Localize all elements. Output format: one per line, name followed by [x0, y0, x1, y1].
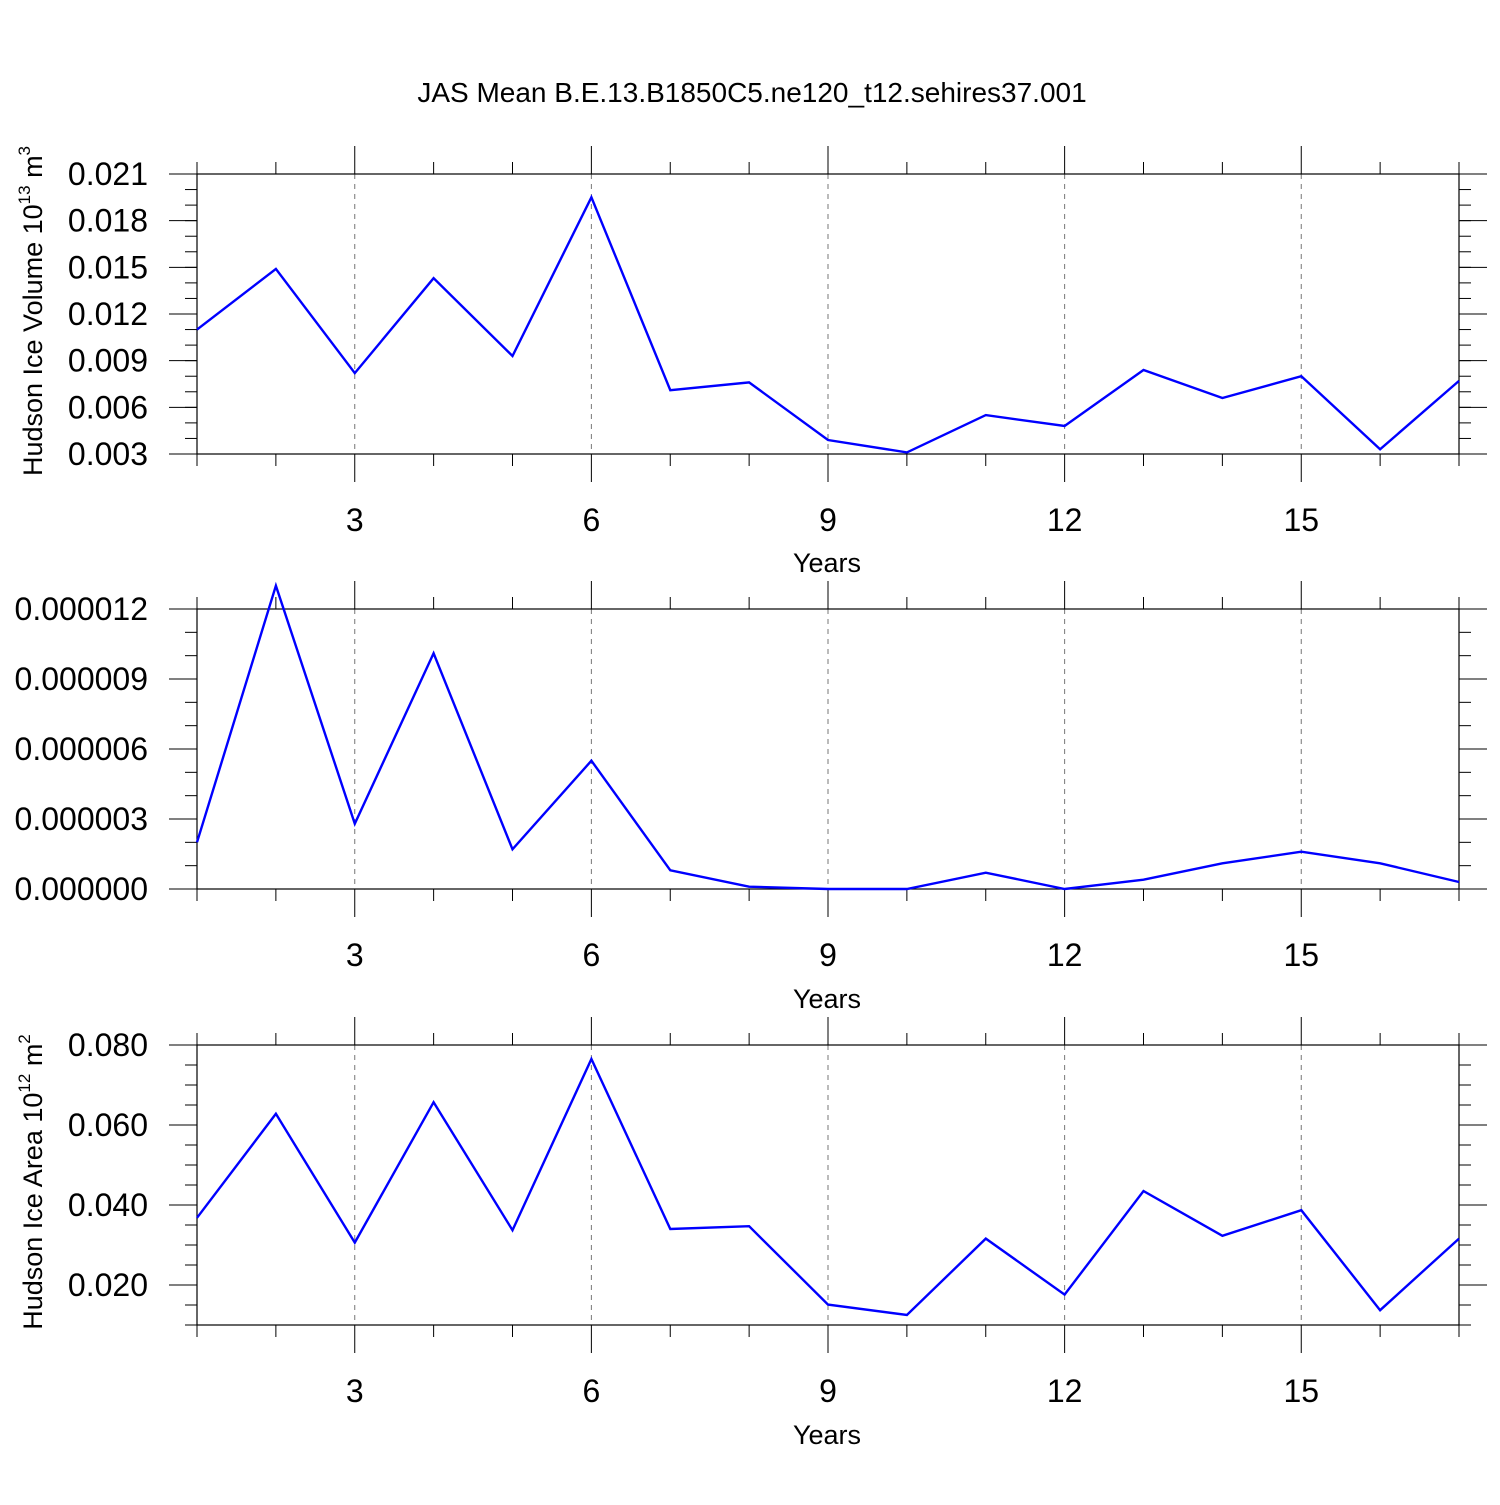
x-tick-label: 6: [582, 937, 600, 973]
y-axis-label-unit: m: [18, 155, 48, 185]
x-tick-label: 12: [1047, 937, 1083, 973]
y-tick-label: 0.000000: [15, 871, 148, 907]
y-tick-label: 0.000006: [15, 731, 148, 767]
y-tick-label: 0.015: [68, 249, 148, 285]
y-tick-label: 0.000009: [15, 661, 148, 697]
y-axis-label-text: Hudson Ice Volume 10: [18, 204, 48, 476]
x-tick-label: 6: [582, 502, 600, 538]
y-tick-label: 0.020: [68, 1267, 148, 1303]
panel-3: 3 6 9 12 15 0.020 0.040 0.060 0.080 Years Hudson I…: [15, 1017, 1487, 1450]
y-axis-label-unit-exponent: 2: [15, 1034, 34, 1043]
chart-title: JAS Mean B.E.13.B1850C5.ne120_t12.sehire…: [417, 77, 1086, 108]
y-axis-label-exponent: 12: [15, 1074, 34, 1093]
y-tick-label: 0.018: [68, 203, 148, 239]
y-tick-label: 0.060: [68, 1107, 148, 1143]
y-tick-label: 0.012: [68, 296, 148, 332]
x-tick-label: 9: [819, 502, 837, 538]
y-axis-label-unit: m: [18, 1044, 48, 1074]
y-axis-label: Hudson Ice Volume 1013 m3: [15, 146, 48, 476]
y-tick-label: 0.000012: [15, 591, 148, 627]
y-tick-label: 0.003: [68, 436, 148, 472]
x-axis-label: Years: [793, 548, 861, 578]
y-axis-label-exponent: 13: [15, 185, 34, 204]
y-tick-label: 0.021: [68, 156, 148, 192]
x-tick-label: 15: [1283, 1373, 1319, 1409]
x-tick-label: 15: [1283, 937, 1319, 973]
y-tick-label: 0.080: [68, 1027, 148, 1063]
x-tick-label: 3: [346, 1373, 364, 1409]
x-tick-label: 12: [1047, 1373, 1083, 1409]
y-tick-label: 0.040: [68, 1187, 148, 1223]
y-tick-label: 0.006: [68, 389, 148, 425]
y-axis-label-text: Hudson Ice Area 10: [18, 1093, 48, 1330]
x-tick-label: 3: [346, 937, 364, 973]
y-axis-label-unit-exponent: 3: [15, 146, 34, 155]
x-tick-label: 12: [1047, 502, 1083, 538]
x-axis-label: Years: [793, 984, 861, 1014]
x-tick-label: 9: [819, 1373, 837, 1409]
y-tick-label: 0.009: [68, 343, 148, 379]
panel-2: 3 6 9 12 15 0.000000 0.000003 0.000006 0.000009 0…: [15, 581, 1487, 1014]
x-tick-label: 9: [819, 937, 837, 973]
x-axis-label: Years: [793, 1420, 861, 1450]
x-tick-label: 3: [346, 502, 364, 538]
y-tick-label: 0.000003: [15, 801, 148, 837]
panel-1: 3 6 9 12 15 0.003 0.006 0.009 0.012 0.015 0.018 0.0…: [15, 146, 1487, 578]
x-tick-label: 15: [1283, 502, 1319, 538]
x-tick-label: 6: [582, 1373, 600, 1409]
y-axis-label: Hudson Ice Area 1012 m2: [15, 1034, 48, 1330]
